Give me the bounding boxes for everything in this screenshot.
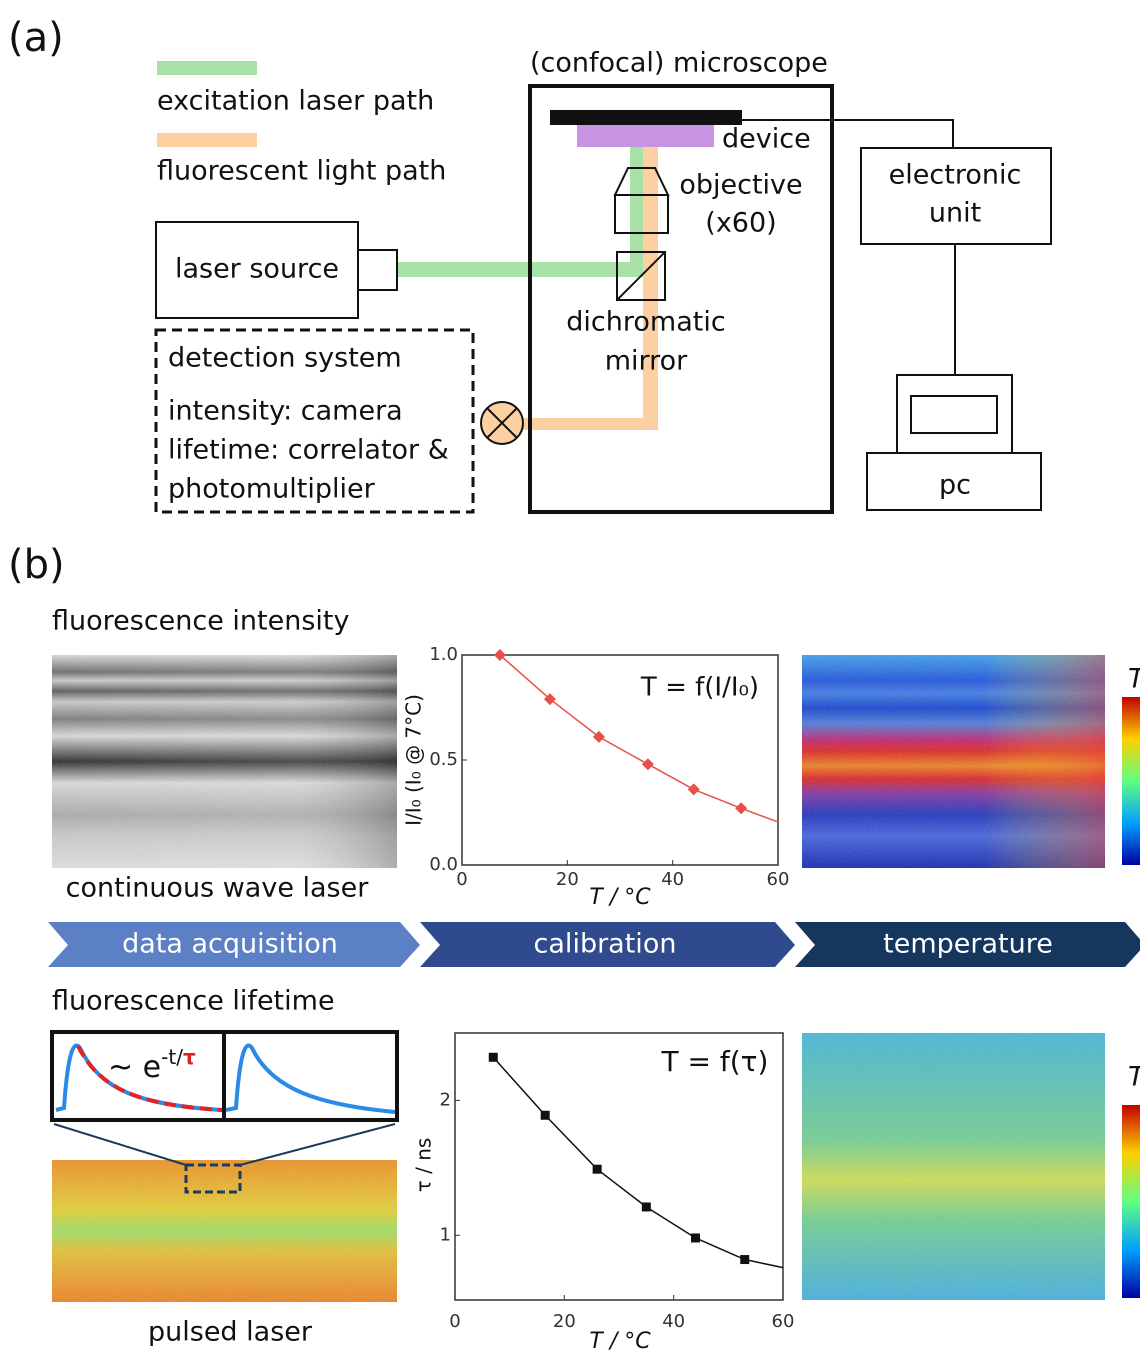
formula-part: τ [183, 1045, 196, 1069]
mirror [616, 251, 666, 301]
device-label: device [722, 124, 811, 155]
laser-label: laser source [175, 254, 339, 285]
fluorescence-beam [643, 147, 658, 430]
x-axis-label: T / °C [589, 885, 651, 910]
zoom-region [184, 1163, 242, 1194]
data-point [641, 1202, 651, 1212]
data-point [735, 802, 748, 815]
microscope-title: (confocal) microscope [530, 48, 828, 79]
y-axis-label: τ / ns [412, 1138, 436, 1193]
image-caption: pulsed laser [148, 1317, 313, 1348]
x-tick-label: 0 [449, 1311, 460, 1332]
data-point [592, 730, 605, 743]
image-caption: continuous wave laser [66, 873, 370, 904]
wire [742, 119, 954, 148]
data-point [687, 783, 700, 796]
detector [486, 407, 518, 439]
step-arrow [420, 922, 795, 967]
formula-part: -t/ [161, 1045, 183, 1069]
colorbar [1122, 1105, 1140, 1298]
y-tick-label: 0.5 [429, 749, 458, 770]
colorbar-label: T [1128, 1062, 1140, 1093]
laser-box [155, 221, 359, 319]
data-point [641, 758, 654, 771]
step-label: data acquisition [122, 929, 338, 960]
x-tick-label: 0 [456, 869, 467, 890]
objective [614, 194, 669, 234]
excitation-beam [630, 147, 643, 277]
annotation: T = f(τ) [661, 1045, 769, 1078]
image-noise [52, 655, 397, 868]
data-point [540, 1110, 550, 1120]
y-tick-label: 1.0 [429, 644, 458, 665]
x-tick-label: 60 [767, 869, 790, 890]
device [577, 125, 714, 147]
electronic-box [860, 147, 1052, 245]
step-label: temperature [883, 929, 1053, 960]
decay-formula: ~ e-t/τ [108, 1045, 196, 1085]
detection-line: photomultiplier [168, 474, 376, 505]
decay-curve [225, 1043, 396, 1114]
x-tick-label: 20 [556, 869, 579, 890]
microscope-box [528, 84, 834, 514]
panel-label: (b) [8, 542, 65, 588]
zoom-line [53, 1123, 396, 1166]
y-axis-label: I/I₀ (I₀ @ 7°C) [402, 694, 426, 826]
y-tick-label: 1 [440, 1224, 451, 1245]
x-tick-label: 20 [553, 1311, 576, 1332]
mirror-label: mirror [605, 346, 688, 377]
section-title: fluorescence intensity [52, 606, 350, 637]
step-arrow [48, 922, 420, 967]
x-tick-label: 40 [661, 869, 684, 890]
detection-box [154, 328, 475, 514]
y-tick-label: 0.0 [429, 854, 458, 875]
electronic-label: unit [929, 198, 981, 229]
legend-text: excitation laser path [157, 86, 434, 117]
x-tick-label: 60 [772, 1311, 795, 1332]
panel-label: (a) [8, 15, 64, 61]
data-point [493, 649, 506, 661]
x-axis-label: T / °C [589, 1329, 651, 1354]
screen [910, 395, 998, 434]
pc-box [866, 452, 1042, 511]
legend-swatch [157, 133, 257, 147]
fit-line [492, 1056, 784, 1269]
objective-label: objective [679, 170, 802, 201]
detection-line: lifetime: correlator & [168, 435, 449, 466]
plot-frame [454, 1032, 784, 1301]
y-tick-label: 2 [440, 1089, 451, 1110]
detection-line: intensity: camera [168, 396, 403, 427]
electronic-label: electronic [889, 160, 1022, 191]
excitation-beam [397, 262, 630, 277]
fluorescence-beam [520, 418, 658, 430]
image-noise [52, 1160, 397, 1302]
section-title: fluorescence lifetime [52, 986, 335, 1017]
data-point [592, 1164, 602, 1174]
detection-title: detection system [168, 343, 402, 374]
legend-text: fluorescent light path [157, 156, 446, 187]
colorbar-label: T [1128, 664, 1140, 695]
formula-part: ~ e [108, 1050, 161, 1085]
step-label: calibration [534, 929, 677, 960]
data-point [543, 693, 556, 706]
image-noise [802, 1033, 1105, 1300]
pc-label: pc [939, 470, 971, 501]
data-point [740, 1255, 750, 1265]
objective-label: (x60) [705, 208, 776, 239]
stage [550, 110, 742, 125]
colorbar [1122, 697, 1140, 865]
x-tick-label: 40 [662, 1311, 685, 1332]
legend-swatch [157, 61, 257, 75]
laser-aperture [357, 249, 398, 291]
annotation: T = f(I/I₀) [640, 673, 759, 703]
mirror-label: dichromatic [566, 307, 725, 338]
step-arrow [795, 922, 1140, 967]
image-noise [802, 655, 1105, 868]
mirror [616, 251, 666, 301]
data-point [691, 1233, 701, 1243]
data-point [488, 1052, 498, 1062]
